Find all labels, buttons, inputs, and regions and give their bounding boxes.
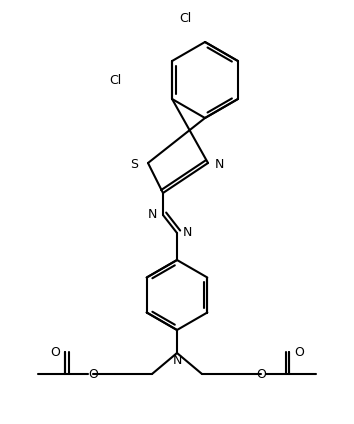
Text: Cl: Cl — [179, 11, 191, 25]
Text: N: N — [183, 226, 192, 240]
Text: N: N — [215, 159, 224, 171]
Text: S: S — [130, 159, 138, 171]
Text: O: O — [294, 346, 304, 359]
Text: Cl: Cl — [110, 73, 122, 86]
Text: N: N — [172, 354, 182, 367]
Text: O: O — [256, 368, 266, 380]
Text: O: O — [88, 368, 98, 380]
Text: N: N — [148, 209, 157, 221]
Text: O: O — [50, 346, 60, 359]
